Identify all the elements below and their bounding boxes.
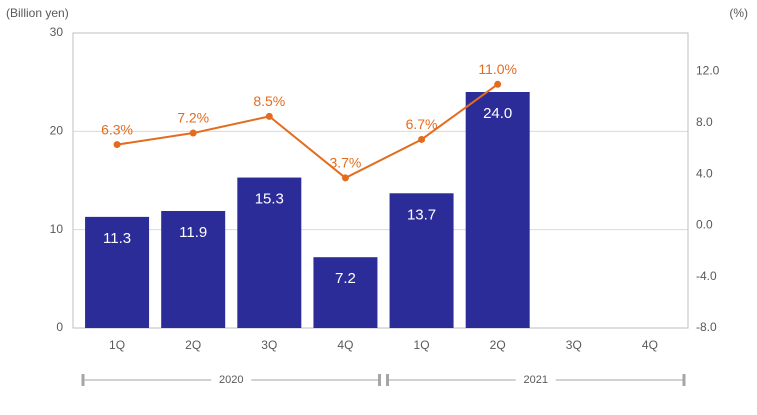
y2-tick-label: 12.0 [696,64,720,78]
line-point [113,141,121,149]
bar [237,177,302,328]
line-value-label: 8.5% [253,93,285,109]
bar [313,257,378,328]
x-tick-label: 2Q [490,338,506,352]
plot-border [72,32,689,329]
y-axis-title: (Billion yen) [6,6,69,20]
line-point [494,80,502,88]
y2-tick-label: -4.0 [696,269,717,283]
y-tick-label: 0 [56,320,63,334]
y2-tick-label: 8.0 [696,115,713,129]
line-value-label: 11.0% [478,61,517,77]
line-point [418,135,426,143]
line-value-label: 7.2% [177,110,209,126]
x-tick-label: 3Q [566,338,582,352]
bar-value-label: 24.0 [483,105,512,122]
x-tick-label: 1Q [414,338,430,352]
x-tick-label: 3Q [261,338,277,352]
line-point [341,174,349,182]
line-value-label: 3.7% [329,155,361,171]
x-tick-label: 1Q [109,338,125,352]
y2-axis-title: (%) [729,6,748,20]
x-tick-label: 4Q [642,338,658,352]
y2-tick-label: 4.0 [696,166,713,180]
y-tick-label: 30 [50,25,64,39]
line-point [189,129,197,137]
y-tick-label: 10 [50,222,64,236]
bar [465,92,530,328]
bar [85,216,150,328]
bar [161,210,226,328]
x-tick-label: 4Q [337,338,353,352]
x-tick-label: 2Q [185,338,201,352]
line-value-label: 6.7% [406,116,438,132]
group-label: 2021 [524,374,548,386]
bar-value-label: 15.3 [255,191,284,208]
y2-tick-label: 0.0 [696,218,713,232]
group-label-bg [515,372,556,388]
y2-tick-label: -8.0 [696,320,717,334]
bar [389,193,454,328]
y-tick-label: 20 [50,124,64,138]
bar-value-label: 11.3 [103,230,131,247]
group-label-bg [211,372,252,388]
bar-value-label: 7.2 [335,270,356,287]
line-value-label: 6.3% [101,121,133,137]
line [116,83,499,180]
bar-value-label: 11.9 [179,224,207,241]
line-point [265,112,273,120]
bar-value-label: 13.7 [407,206,436,223]
group-label: 2020 [219,374,243,386]
